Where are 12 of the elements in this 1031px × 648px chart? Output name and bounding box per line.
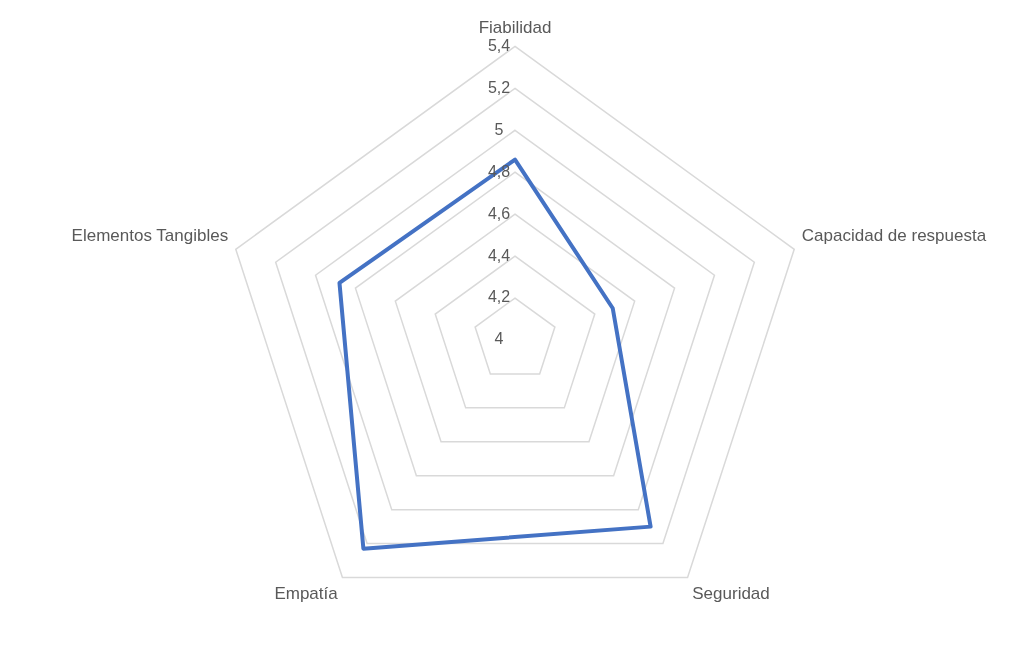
y-tick-label: 4,2	[487, 288, 511, 306]
y-tick-label: 5	[494, 120, 504, 138]
y-tick-label: 4,6	[487, 204, 511, 222]
spoke-label: Elementos Tangibles	[71, 226, 229, 246]
spoke-label: Fiabilidad	[478, 17, 552, 37]
spoke-label: Empatía	[274, 583, 339, 603]
y-tick-label: 4	[494, 330, 504, 348]
y-tick-label: 5,4	[487, 36, 511, 54]
y-tick-label: 5,2	[487, 78, 511, 96]
spoke-label: Capacidad de respuesta	[801, 226, 987, 246]
y-tick-label: 4,4	[487, 246, 511, 264]
spoke-label: Seguridad	[692, 583, 770, 603]
